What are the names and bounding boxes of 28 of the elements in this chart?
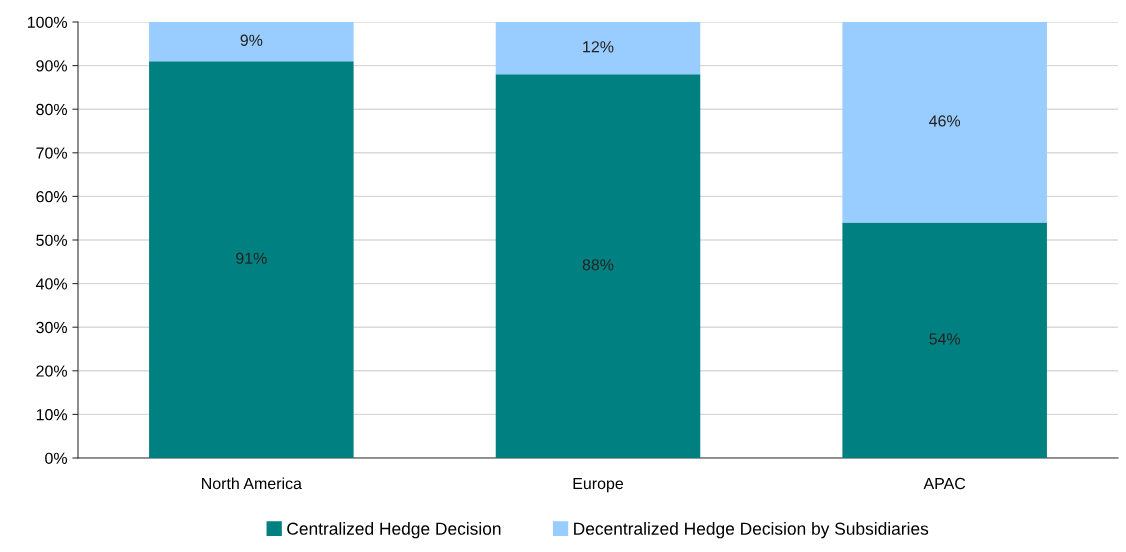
bar [842, 22, 1047, 223]
data-label: 91% [236, 252, 267, 264]
data-label: 12% [583, 41, 614, 53]
x-tick-label: North America [202, 477, 302, 490]
y-tick-label: 30% [36, 321, 68, 334]
bar [149, 22, 354, 62]
y-tick-label: 20% [36, 365, 68, 377]
y-tick-label: 40% [35, 278, 68, 290]
legend-label: Centralized Hedge Decision [287, 522, 501, 539]
data-label: 9% [240, 34, 263, 46]
bar [149, 61, 354, 458]
x-tick-label: APAC [923, 477, 966, 490]
y-tick-label: 100% [27, 16, 68, 28]
y-tick-label: 10% [36, 409, 68, 421]
data-label: 88% [582, 259, 614, 271]
x-tick-label: Europe [573, 478, 624, 493]
y-tick-label: 0% [45, 452, 68, 464]
y-tick-label: 50% [36, 234, 68, 246]
bar [495, 74, 701, 458]
bar [842, 222, 1047, 458]
legend-label: Decentralized Hedge Decision by Subsidiaries [574, 522, 929, 539]
bar [495, 22, 701, 75]
y-tick-label: 70% [36, 147, 68, 159]
y-tick-label: 60% [36, 191, 68, 203]
y-tick-label: 80% [36, 103, 68, 116]
y-tick-label: 90% [36, 60, 68, 72]
data-label: 46% [929, 115, 961, 127]
data-label: 54% [929, 333, 961, 345]
